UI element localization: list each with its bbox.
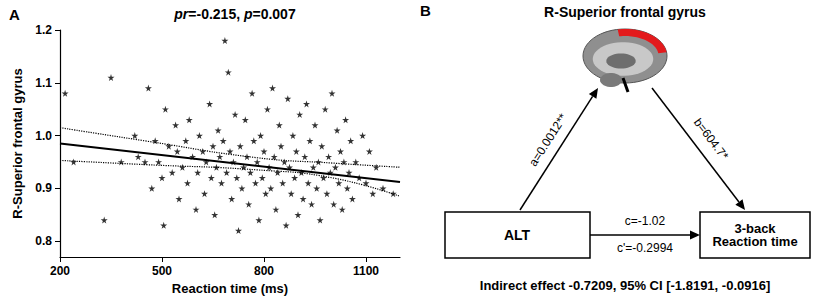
svg-text:1.1: 1.1 xyxy=(35,76,52,90)
svg-text:c'=-0.2994: c'=-0.2994 xyxy=(617,241,673,255)
svg-text:0.8: 0.8 xyxy=(35,234,52,248)
svg-text:Reaction time (ms): Reaction time (ms) xyxy=(172,281,288,296)
svg-text:Indirect effect -0.7209, 95% C: Indirect effect -0.7209, 95% CI [-1.8191… xyxy=(480,278,770,293)
svg-text:1100: 1100 xyxy=(353,264,379,278)
svg-text:Reaction time: Reaction time xyxy=(712,234,797,249)
svg-text:p: p xyxy=(243,6,253,22)
svg-text:c=-1.02: c=-1.02 xyxy=(625,214,666,228)
svg-text:1.0: 1.0 xyxy=(35,129,52,143)
svg-text:ALT: ALT xyxy=(504,227,531,243)
svg-text:500: 500 xyxy=(152,264,172,278)
svg-text:800: 800 xyxy=(254,264,274,278)
svg-text:3-back: 3-back xyxy=(734,221,776,236)
svg-text:R-Superior frontal gyrus: R-Superior frontal gyrus xyxy=(544,4,706,20)
svg-text:0.9: 0.9 xyxy=(35,181,52,195)
svg-text:a=0.0012**: a=0.0012** xyxy=(526,111,570,169)
svg-text:=0.007: =0.007 xyxy=(252,6,295,22)
svg-text:=-0.215,: =-0.215, xyxy=(188,6,244,22)
svg-text:b=604.7*: b=604.7* xyxy=(691,116,732,163)
svg-text:1.2: 1.2 xyxy=(35,23,52,37)
svg-text:A: A xyxy=(9,6,20,23)
svg-text:R-Superior frontal gyrus: R-Superior frontal gyrus xyxy=(10,68,25,218)
svg-text:B: B xyxy=(420,2,431,19)
svg-text:pr: pr xyxy=(174,6,189,22)
svg-text:200: 200 xyxy=(50,264,70,278)
